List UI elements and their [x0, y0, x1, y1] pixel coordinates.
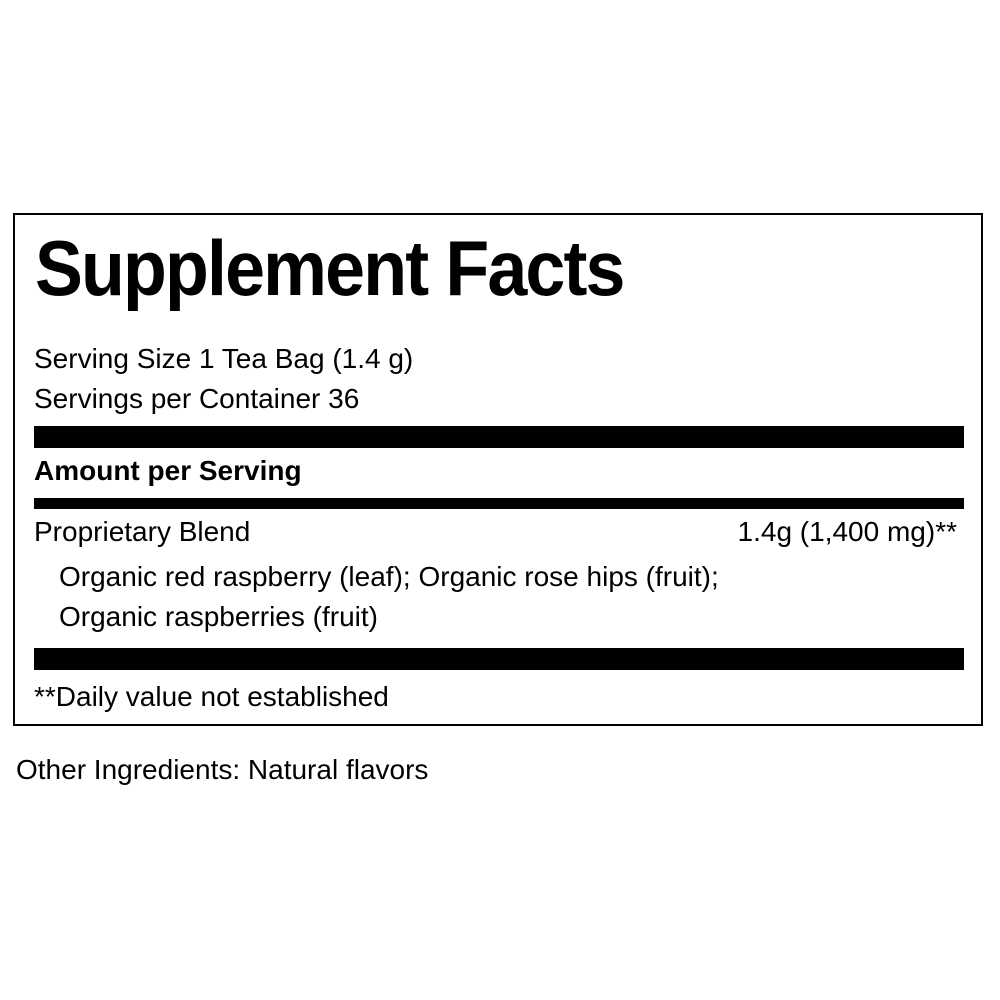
serving-size: Serving Size 1 Tea Bag (1.4 g)	[34, 343, 414, 374]
footnote: **Daily value not established	[34, 681, 389, 712]
thick-divider	[34, 426, 964, 448]
blend-ingredients-line1: Organic red raspberry (leaf); Organic ro…	[59, 561, 719, 592]
servings-per-container: Servings per Container 36	[34, 383, 360, 414]
other-ingredients: Other Ingredients: Natural flavors	[16, 754, 429, 785]
blend-amount: 1.4g (1,400 mg)**	[737, 516, 957, 547]
panel-title: Supplement Facts	[35, 224, 625, 312]
blend-name: Proprietary Blend	[34, 516, 251, 547]
thick-divider	[34, 648, 964, 670]
supplement-facts-panel: Supplement Facts Serving Size 1 Tea Bag …	[13, 213, 983, 726]
amount-header: Amount per Serving	[34, 455, 302, 486]
blend-ingredients-line2: Organic raspberries (fruit)	[59, 601, 378, 632]
medium-divider	[34, 498, 964, 509]
